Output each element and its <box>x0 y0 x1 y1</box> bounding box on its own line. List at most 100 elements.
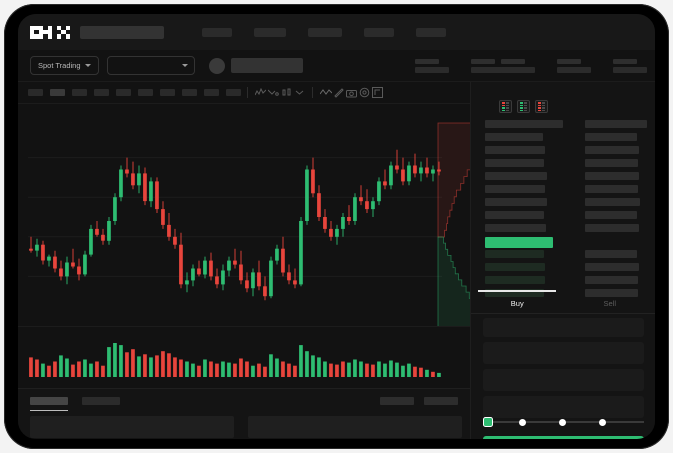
volume-chart[interactable] <box>18 326 470 388</box>
timeframe-3[interactable] <box>94 89 109 96</box>
tab-buy[interactable]: Buy <box>471 290 564 313</box>
stat-value <box>501 66 535 73</box>
timeframe-8[interactable] <box>204 89 219 96</box>
order-book-price <box>485 211 544 219</box>
order-book-row[interactable] <box>471 133 655 146</box>
order-book-row[interactable] <box>471 198 655 211</box>
order-type-field[interactable] <box>483 318 644 337</box>
timeframe-9[interactable] <box>226 89 241 96</box>
symbol-select[interactable] <box>106 56 195 75</box>
order-book-price <box>485 237 553 248</box>
slider-stop-75[interactable] <box>599 418 606 426</box>
candlestick-chart[interactable] <box>18 104 470 326</box>
slider-stop-50[interactable] <box>559 418 566 426</box>
stat-value <box>613 66 647 73</box>
nav-item-0[interactable] <box>202 27 232 37</box>
order-book-row[interactable] <box>471 159 655 172</box>
candlestick-svg <box>28 149 442 301</box>
order-book-size <box>585 276 638 284</box>
order-book-row[interactable] <box>471 211 655 224</box>
okx-logo-icon[interactable] <box>30 25 70 39</box>
line-chart-icon[interactable] <box>319 86 332 99</box>
bottom-panel-left[interactable] <box>30 416 234 438</box>
camera-icon[interactable] <box>345 86 358 99</box>
stat-value <box>415 66 449 73</box>
timeframe-7[interactable] <box>182 89 197 96</box>
tab-buy-label: Buy <box>510 298 524 308</box>
compare-icon[interactable] <box>267 86 280 99</box>
trading-mode-select[interactable]: Spot Trading <box>30 56 99 75</box>
stat-value <box>471 66 505 73</box>
bottom-action-0[interactable] <box>380 397 414 405</box>
order-book-size <box>585 159 638 167</box>
order-book-size <box>585 185 638 193</box>
timeframe-0[interactable] <box>28 89 43 96</box>
order-book-rows <box>471 120 655 302</box>
nav-item-2[interactable] <box>308 27 342 37</box>
tab-sell[interactable]: Sell <box>564 290 656 313</box>
nav-item-3[interactable] <box>364 27 394 37</box>
amount-field[interactable] <box>483 369 644 391</box>
chevron-down-icon[interactable] <box>293 86 306 99</box>
order-book-row[interactable] <box>471 172 655 185</box>
tab-open-orders[interactable] <box>30 397 68 411</box>
asks-only-view-icon[interactable] <box>535 100 548 113</box>
market-stat-3 <box>557 58 591 73</box>
timeframe-6[interactable] <box>160 89 175 96</box>
timeframe-1[interactable] <box>50 89 65 96</box>
order-book-price <box>485 120 563 128</box>
tab-order-history[interactable] <box>82 397 120 405</box>
price-field[interactable] <box>483 342 644 364</box>
order-book-size <box>585 172 639 180</box>
order-book-price <box>485 185 545 193</box>
toolbar-divider <box>312 87 313 98</box>
indicator-icon[interactable] <box>254 86 267 99</box>
timeframe-5[interactable] <box>138 89 153 96</box>
slider-handle[interactable] <box>483 417 493 427</box>
order-book-price <box>485 172 547 180</box>
submit-buy-button[interactable] <box>483 436 644 439</box>
stat-label <box>501 58 525 64</box>
nav-item-1[interactable] <box>254 27 286 37</box>
chart-type-icon[interactable] <box>280 86 293 99</box>
drawing-tool-icon[interactable] <box>332 86 345 99</box>
order-side-tabs: Buy Sell <box>471 290 655 314</box>
market-stat-1 <box>471 58 505 73</box>
order-book-size <box>585 263 639 271</box>
last-price <box>230 58 303 73</box>
order-book-row[interactable] <box>471 263 655 276</box>
bottom-action-1[interactable] <box>424 397 458 405</box>
order-book-row[interactable] <box>471 250 655 263</box>
order-form <box>471 318 655 423</box>
order-book-price <box>485 198 547 206</box>
chevron-down-icon <box>181 64 188 67</box>
order-book-row[interactable] <box>471 224 655 237</box>
trading-mode-label: Spot Trading <box>38 61 81 70</box>
timeframe-2[interactable] <box>72 89 87 96</box>
slider-stop-25[interactable] <box>519 418 526 426</box>
total-field[interactable] <box>483 396 644 418</box>
combined-view-icon[interactable] <box>499 100 512 113</box>
order-book-row[interactable] <box>471 146 655 159</box>
bids-only-view-icon[interactable] <box>517 100 530 113</box>
stat-label <box>557 58 581 64</box>
order-book-row[interactable] <box>471 120 655 133</box>
stat-label <box>415 58 439 64</box>
timeframe-4[interactable] <box>116 89 131 96</box>
bottom-panel-right[interactable] <box>248 416 462 438</box>
order-book-row[interactable] <box>471 289 655 302</box>
search-input[interactable] <box>80 25 164 39</box>
order-book-row[interactable] <box>471 185 655 198</box>
order-book-size <box>585 224 639 232</box>
stat-value <box>557 66 591 73</box>
nav-item-4[interactable] <box>416 27 446 37</box>
market-stat-0 <box>415 58 449 73</box>
bottom-panel <box>18 388 470 439</box>
percent-slider[interactable] <box>483 416 644 428</box>
order-book-row[interactable] <box>471 276 655 289</box>
settings-gear-icon[interactable] <box>358 86 371 99</box>
toolbar-divider <box>247 87 248 98</box>
fullscreen-icon[interactable] <box>371 86 384 99</box>
bottom-actions <box>380 397 458 405</box>
order-book-spread-row[interactable] <box>471 237 655 250</box>
